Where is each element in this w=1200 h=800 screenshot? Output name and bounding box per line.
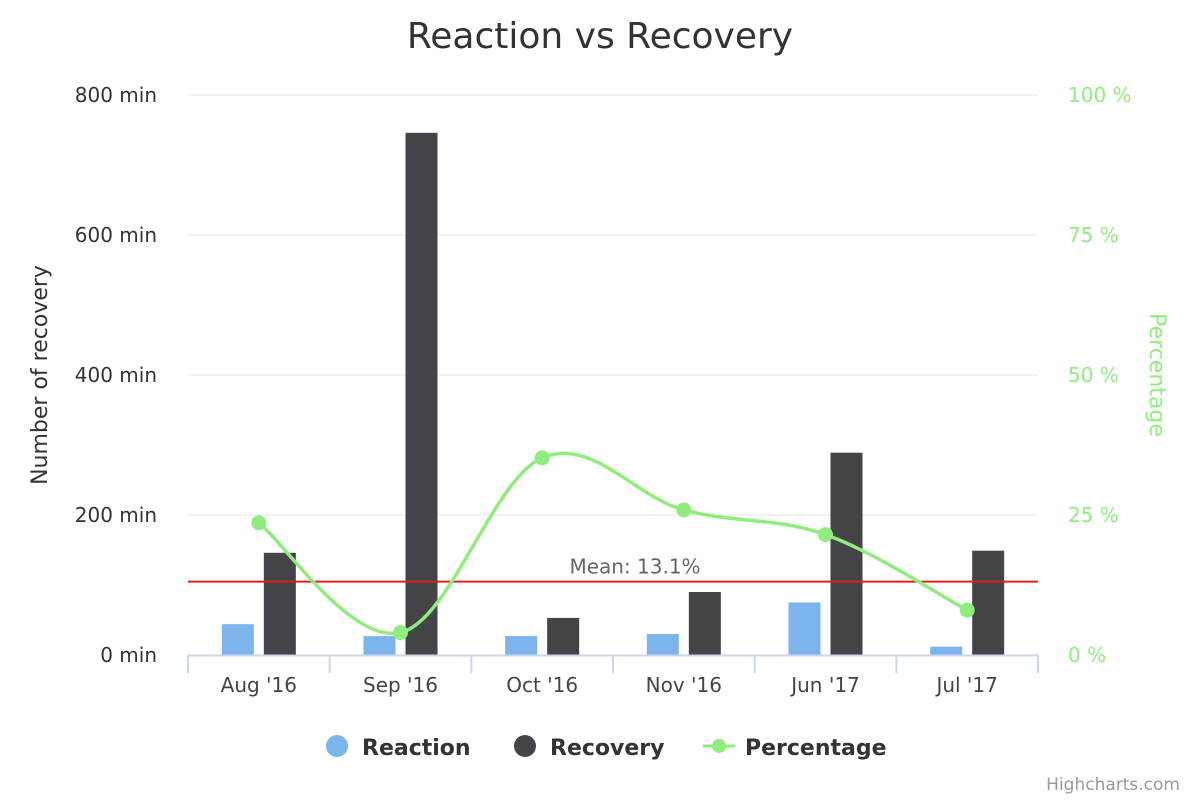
x-axis: Aug '16 Sep '16 Oct '16 Nov '16 Jun '17 Jul '… <box>187 654 1039 697</box>
legend-item-percentage[interactable]: Percentage <box>703 736 887 761</box>
legend-reaction-label: Reaction <box>362 736 471 761</box>
bar-reaction <box>505 636 538 655</box>
bar-recovery <box>688 592 721 655</box>
y-left-tick-label: 800 min <box>75 83 157 107</box>
legend-recovery-symbol <box>514 735 536 757</box>
legend-item-reaction[interactable]: Reaction <box>326 735 471 761</box>
bar-series <box>221 132 1005 656</box>
bar-reaction <box>221 624 254 655</box>
y-axis-right-title: Percentage <box>1144 313 1169 437</box>
y-left-tick-label: 600 min <box>75 223 157 247</box>
y-right-tick-label: 25 % <box>1068 503 1119 527</box>
percentage-point <box>534 450 550 466</box>
percentage-point <box>818 527 833 543</box>
percentage-point <box>959 602 975 618</box>
x-tick-label: Nov '16 <box>646 673 722 697</box>
y-axis-left-title: Number of recovery <box>28 265 53 485</box>
y-left-tick-label: 200 min <box>75 503 157 527</box>
bar-recovery <box>830 452 863 655</box>
mean-plot-line: Mean: 13.1% <box>188 555 1038 583</box>
bar-reaction <box>363 636 396 655</box>
x-tick-label: Jul '17 <box>934 673 997 697</box>
bar-recovery <box>263 552 296 655</box>
bar-recovery <box>405 132 438 656</box>
legend: Reaction Recovery Percentage <box>326 735 887 761</box>
legend-reaction-symbol <box>326 735 348 757</box>
legend-item-recovery[interactable]: Recovery <box>514 735 664 761</box>
x-tick-label: Aug '16 <box>221 673 297 697</box>
line-series <box>251 450 975 641</box>
legend-percentage-label: Percentage <box>745 736 887 761</box>
bar-reaction <box>788 602 821 655</box>
mean-line-label: Mean: 13.1% <box>569 555 700 579</box>
x-tick-label: Jun '17 <box>789 673 860 697</box>
percentage-point <box>393 625 408 641</box>
y-right-tick-label: 0 % <box>1068 643 1106 667</box>
credits-link[interactable]: Highcharts.com <box>1046 775 1180 795</box>
y-left-tick-label: 400 min <box>75 363 157 387</box>
legend-recovery-label: Recovery <box>550 736 664 761</box>
grid-lines <box>188 94 1038 516</box>
percentage-point <box>251 515 267 531</box>
chart-title: Reaction vs Recovery <box>407 16 793 57</box>
x-tick-label: Oct '16 <box>506 673 578 697</box>
y-right-tick-label: 100 % <box>1068 83 1132 107</box>
percentage-point <box>676 502 692 518</box>
bar-reaction <box>930 646 963 655</box>
y-left-tick-label: 0 min <box>100 643 157 667</box>
bar-recovery <box>972 550 1005 655</box>
y-axis-left: 0 min 200 min 400 min 600 min 800 min <box>75 83 157 667</box>
bar-reaction <box>646 634 679 655</box>
legend-percentage-symbol <box>712 739 726 753</box>
x-tick-label: Sep '16 <box>363 673 438 697</box>
y-axis-right: 0 % 25 % 50 % 75 % 100 % <box>1068 83 1132 667</box>
y-right-tick-label: 50 % <box>1068 363 1119 387</box>
y-right-tick-label: 75 % <box>1068 223 1119 247</box>
bar-recovery <box>547 617 580 655</box>
